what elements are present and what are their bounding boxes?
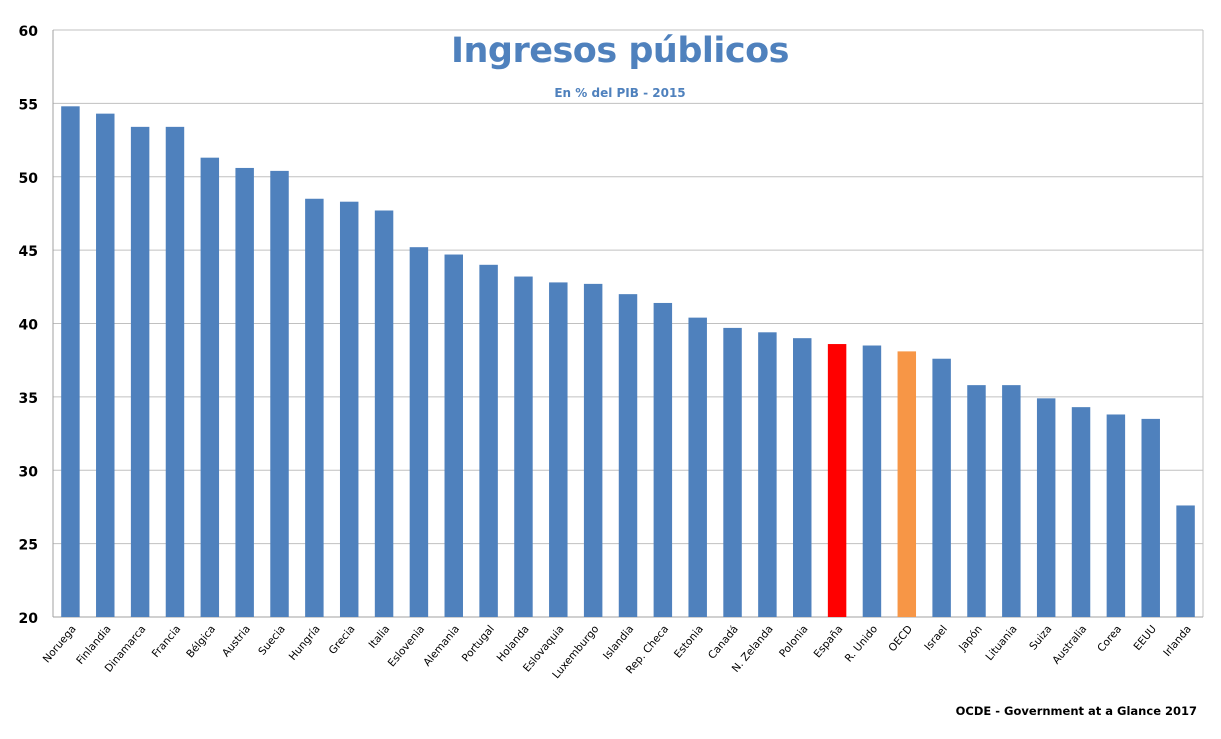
bar-holanda [514,276,533,617]
x-tick-label: Lituania [983,623,1019,663]
bar-alemania [444,254,463,617]
bar-suiza [1036,398,1056,617]
bar-b-lgica [200,157,220,618]
bar-rep-checa [653,302,673,617]
bar-eslovenia [409,247,429,617]
bar-n-zelanda [758,332,777,617]
bar-portugal [479,264,498,617]
bar-eeuu [1141,418,1160,617]
x-tick-label: Austria [220,623,253,659]
bar-hungr-a [305,198,324,617]
bar-eslovaquia [549,282,568,617]
bar-oecd [897,351,917,617]
x-tick-label: Alemania [421,623,462,668]
source-note: OCDE - Government at a Glance 2017 [955,704,1197,718]
x-tick-label: Portugal [460,623,497,664]
bar-lituania [1002,385,1021,617]
bar-espa-a [827,344,847,617]
y-tick-label: 30 [19,464,39,480]
y-tick-label: 45 [19,244,38,260]
x-tick-label: Noruega [41,623,79,665]
x-tick-label: Australia [1050,623,1089,666]
bar-francia [165,126,185,617]
y-tick-label: 35 [19,391,38,407]
x-tick-label: Suiza [1027,623,1054,652]
bar-estonia [688,317,707,617]
x-tick-label: Suecia [256,623,288,657]
x-tick-label: Canadá [706,623,741,661]
x-tick-label: R. Unido [843,623,880,664]
x-tick-label: Holanda [495,623,532,664]
bar-noruega [61,106,80,617]
x-tick-label: Bélgica [184,623,218,660]
bar-polonia [793,338,812,617]
bar-r-unido [862,345,882,617]
chart-title: Ingresos públicos [450,31,790,71]
chart-subtitle: En % del PIB - 2015 [554,86,686,100]
bar-islandia [618,294,638,617]
bar-israel [932,358,951,617]
bar-suecia [270,170,289,617]
x-tick-label: Grecia [327,623,358,657]
x-tick-label: Irlanda [1161,623,1194,659]
bar-italia [374,210,394,617]
x-tick-label: OECD [886,623,915,654]
bar-australia [1071,407,1091,617]
bar-jap-n [967,385,986,617]
y-tick-label: 25 [19,538,38,554]
x-tick-label: EEUU [1131,623,1159,653]
x-tick-label: Eslovenia [386,623,427,669]
y-tick-label: 55 [19,97,38,113]
bar-dinamarca [130,126,150,617]
y-tick-label: 40 [19,318,39,334]
bar-corea [1106,414,1126,617]
bar-canad- [723,327,742,617]
x-tick-label: Corea [1095,623,1124,654]
x-tick-label: Israel [922,623,950,653]
y-tick-label: 60 [19,24,39,40]
x-tick-label: Polonia [777,623,810,660]
bar-finlandia [96,113,115,618]
bar-luxemburgo [583,283,603,617]
x-tick-label: Francia [150,623,183,660]
x-tick-label: Estonia [672,623,706,660]
bar-austria [235,167,254,617]
x-tick-label: Islandia [601,623,636,662]
x-tick-label: España [812,623,846,660]
bar-irlanda [1176,505,1195,617]
y-tick-label: 20 [19,611,39,627]
x-tick-label: Hungría [287,623,323,663]
x-tick-label: Japón [956,623,985,654]
y-tick-label: 50 [19,171,39,187]
bar-grecia [339,201,359,617]
x-tick-label: Italia [367,623,393,651]
